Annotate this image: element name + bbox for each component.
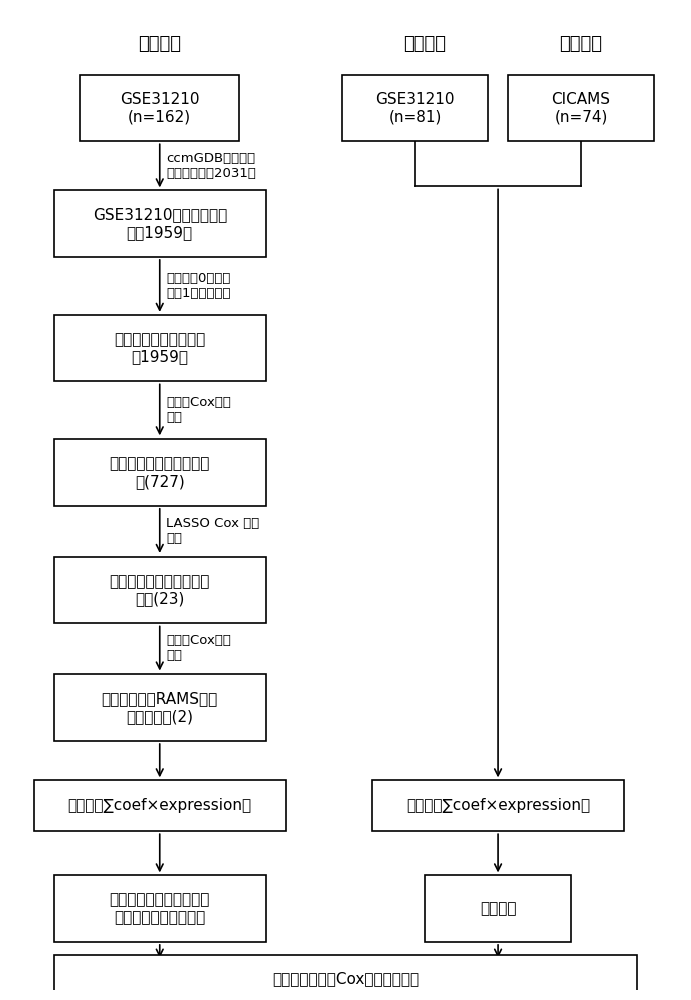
- Text: 最有预后价值的代谢相关
基因(23): 最有预后价值的代谢相关 基因(23): [110, 574, 210, 606]
- FancyBboxPatch shape: [342, 75, 488, 141]
- Text: ccmGDB数据库代
谢相关基因（2031）: ccmGDB数据库代 谢相关基因（2031）: [167, 152, 256, 180]
- FancyBboxPatch shape: [80, 75, 239, 141]
- FancyBboxPatch shape: [372, 780, 624, 831]
- Text: 单因素Cox回归
分析: 单因素Cox回归 分析: [167, 396, 231, 424]
- Text: LASSO Cox 回归
分析: LASSO Cox 回归 分析: [167, 517, 260, 545]
- Text: 多因素Cox回归
分析: 多因素Cox回归 分析: [167, 634, 231, 662]
- Text: 单因素和多因素Cox回归预后分析: 单因素和多因素Cox回归预后分析: [272, 971, 419, 986]
- Text: 模型构建: 模型构建: [138, 35, 181, 53]
- Text: 风险值（∑coef×expression）: 风险值（∑coef×expression）: [68, 798, 252, 813]
- FancyBboxPatch shape: [508, 75, 654, 141]
- Text: GSE31210
(n=162): GSE31210 (n=162): [120, 92, 200, 124]
- FancyBboxPatch shape: [425, 875, 571, 942]
- Text: GSE31210
(n=81): GSE31210 (n=81): [375, 92, 455, 124]
- Text: 风险值（∑coef×expression）: 风险值（∑coef×expression）: [406, 798, 590, 813]
- Text: 用于构建模型RAMS的代
谢相关基因(2): 用于构建模型RAMS的代 谢相关基因(2): [102, 692, 218, 724]
- Text: 模型测试: 模型测试: [404, 35, 446, 53]
- FancyBboxPatch shape: [54, 315, 266, 381]
- FancyBboxPatch shape: [54, 557, 266, 623]
- FancyBboxPatch shape: [54, 190, 266, 257]
- Text: 模型验证: 模型验证: [560, 35, 603, 53]
- FancyBboxPatch shape: [54, 955, 637, 1000]
- Text: 归一化的代谢相关基因
（1959）: 归一化的代谢相关基因 （1959）: [114, 332, 205, 364]
- Text: 有预后价值的代谢相关基
因(727): 有预后价值的代谢相关基 因(727): [110, 456, 210, 489]
- FancyBboxPatch shape: [54, 674, 266, 741]
- FancyBboxPatch shape: [54, 875, 266, 942]
- FancyBboxPatch shape: [34, 780, 286, 831]
- Text: CICAMS
(n=74): CICAMS (n=74): [551, 92, 610, 124]
- Text: 确定高风险组和低风险组
的阈値并进行风险分组: 确定高风险组和低风险组 的阈値并进行风险分组: [110, 892, 210, 925]
- Text: 风险分组: 风险分组: [480, 901, 516, 916]
- Text: GSE31210中代谢相关基
因（1959）: GSE31210中代谢相关基 因（1959）: [93, 207, 227, 240]
- FancyBboxPatch shape: [54, 439, 266, 506]
- Text: 平均値为0，标准
差为1进行归一化: 平均値为0，标准 差为1进行归一化: [167, 272, 231, 300]
